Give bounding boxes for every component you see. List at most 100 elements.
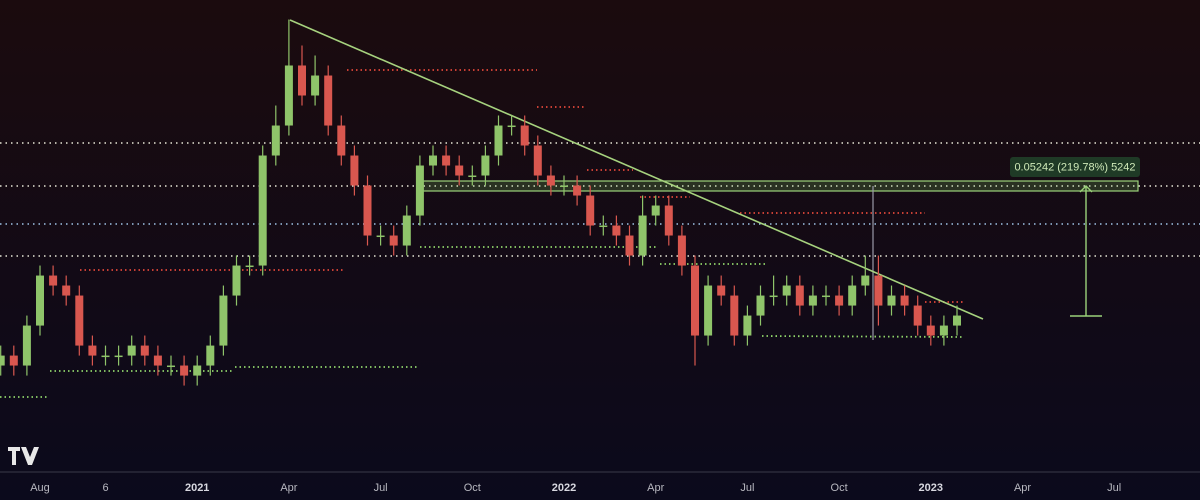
measure-label: 0.05242 (219.78%) 5242: [1014, 161, 1135, 173]
candle-body: [376, 235, 385, 238]
candle-body: [743, 315, 752, 336]
candle-body: [219, 295, 228, 346]
candle-body: [429, 155, 437, 166]
logo-mark: [8, 447, 20, 465]
x-tick-label: Jul: [1107, 482, 1121, 494]
candle-body: [822, 295, 830, 298]
candle-body: [926, 325, 935, 336]
candle-body: [258, 155, 267, 266]
measure-arrow: [1079, 185, 1093, 193]
candle-body: [193, 365, 202, 376]
candle-body: [638, 215, 647, 256]
candle-body: [691, 265, 699, 336]
candle-body: [245, 265, 254, 268]
candle-body: [0, 355, 5, 366]
candle-body: [913, 305, 922, 326]
x-tick-label: Jul: [740, 482, 754, 494]
candle-body: [36, 275, 44, 326]
candle-body: [206, 345, 215, 366]
candle-body: [835, 295, 844, 306]
candle-body: [271, 125, 280, 156]
candle-body: [704, 285, 713, 336]
x-tick-label: 2021: [185, 482, 209, 494]
candle-body: [625, 235, 634, 256]
x-tick-label: Aug: [30, 482, 50, 494]
candle-body: [730, 295, 739, 336]
x-tick-label: 6: [102, 482, 108, 494]
candle-body: [49, 275, 58, 286]
candle-body: [153, 355, 162, 366]
candle-body: [900, 295, 909, 306]
candle-body: [442, 155, 451, 166]
candle-body: [402, 215, 411, 246]
zone-box: [422, 180, 1139, 192]
candle-body: [782, 285, 791, 296]
candle-body: [573, 185, 582, 196]
candle-body: [651, 205, 660, 216]
candle-body: [939, 325, 948, 336]
x-tick-label: 2023: [919, 482, 943, 494]
candle-body: [127, 345, 136, 356]
candle-body: [22, 325, 31, 366]
candle-body: [494, 125, 503, 156]
logo: [8, 447, 39, 465]
candle-body: [389, 235, 398, 246]
candle-body: [415, 165, 424, 216]
candle-body: [481, 155, 490, 176]
candle-body: [795, 285, 804, 306]
candle-body: [664, 205, 673, 236]
candle-body: [717, 285, 726, 296]
candle-body: [140, 345, 149, 356]
candle-body: [887, 295, 896, 306]
candle-body: [75, 295, 84, 346]
candle-body: [62, 285, 71, 296]
candle-body: [808, 295, 817, 306]
drawings: 0.05242 (219.78%) 5242: [0, 19, 1200, 398]
x-tick-label: Jul: [374, 482, 388, 494]
candle-body: [114, 355, 123, 358]
x-tick-label: Apr: [1014, 482, 1031, 494]
candle-body: [546, 175, 555, 186]
x-tick-label: Apr: [280, 482, 297, 494]
x-tick-label: Oct: [831, 482, 848, 494]
candle-body: [677, 235, 686, 266]
candle-body: [180, 365, 189, 376]
trend-line: [289, 19, 984, 320]
candle-body: [520, 125, 529, 146]
x-tick-label: 2022: [552, 482, 576, 494]
measure-label-box: [1010, 157, 1140, 177]
candle-body: [324, 75, 333, 126]
candle-body: [560, 185, 568, 188]
candle-body: [848, 285, 857, 306]
candle-body: [363, 185, 372, 236]
candle-body: [468, 175, 477, 178]
candle-body: [9, 355, 18, 366]
candle-body: [101, 355, 110, 358]
candle-body: [507, 125, 516, 128]
candle-body: [861, 275, 870, 286]
x-tick-label: Apr: [647, 482, 664, 494]
candle-body: [612, 225, 621, 236]
candle-body: [167, 365, 175, 368]
x-tick-label: Oct: [464, 482, 481, 494]
candle-body: [455, 165, 464, 176]
candle-body: [874, 275, 883, 306]
candle-body: [311, 75, 320, 96]
candle-body: [953, 315, 961, 326]
candles: [0, 19, 961, 386]
candle-body: [769, 295, 778, 298]
candle-body: [586, 195, 595, 226]
candle-body: [756, 295, 765, 316]
candle-body: [533, 145, 542, 176]
candle-body: [599, 225, 608, 228]
candle-body: [284, 65, 293, 126]
candle-body: [350, 155, 359, 186]
support-line: [761, 335, 963, 338]
candle-body: [337, 125, 346, 156]
candle-body: [88, 345, 97, 356]
logo-mark: [21, 447, 39, 465]
candle-body: [298, 65, 306, 96]
